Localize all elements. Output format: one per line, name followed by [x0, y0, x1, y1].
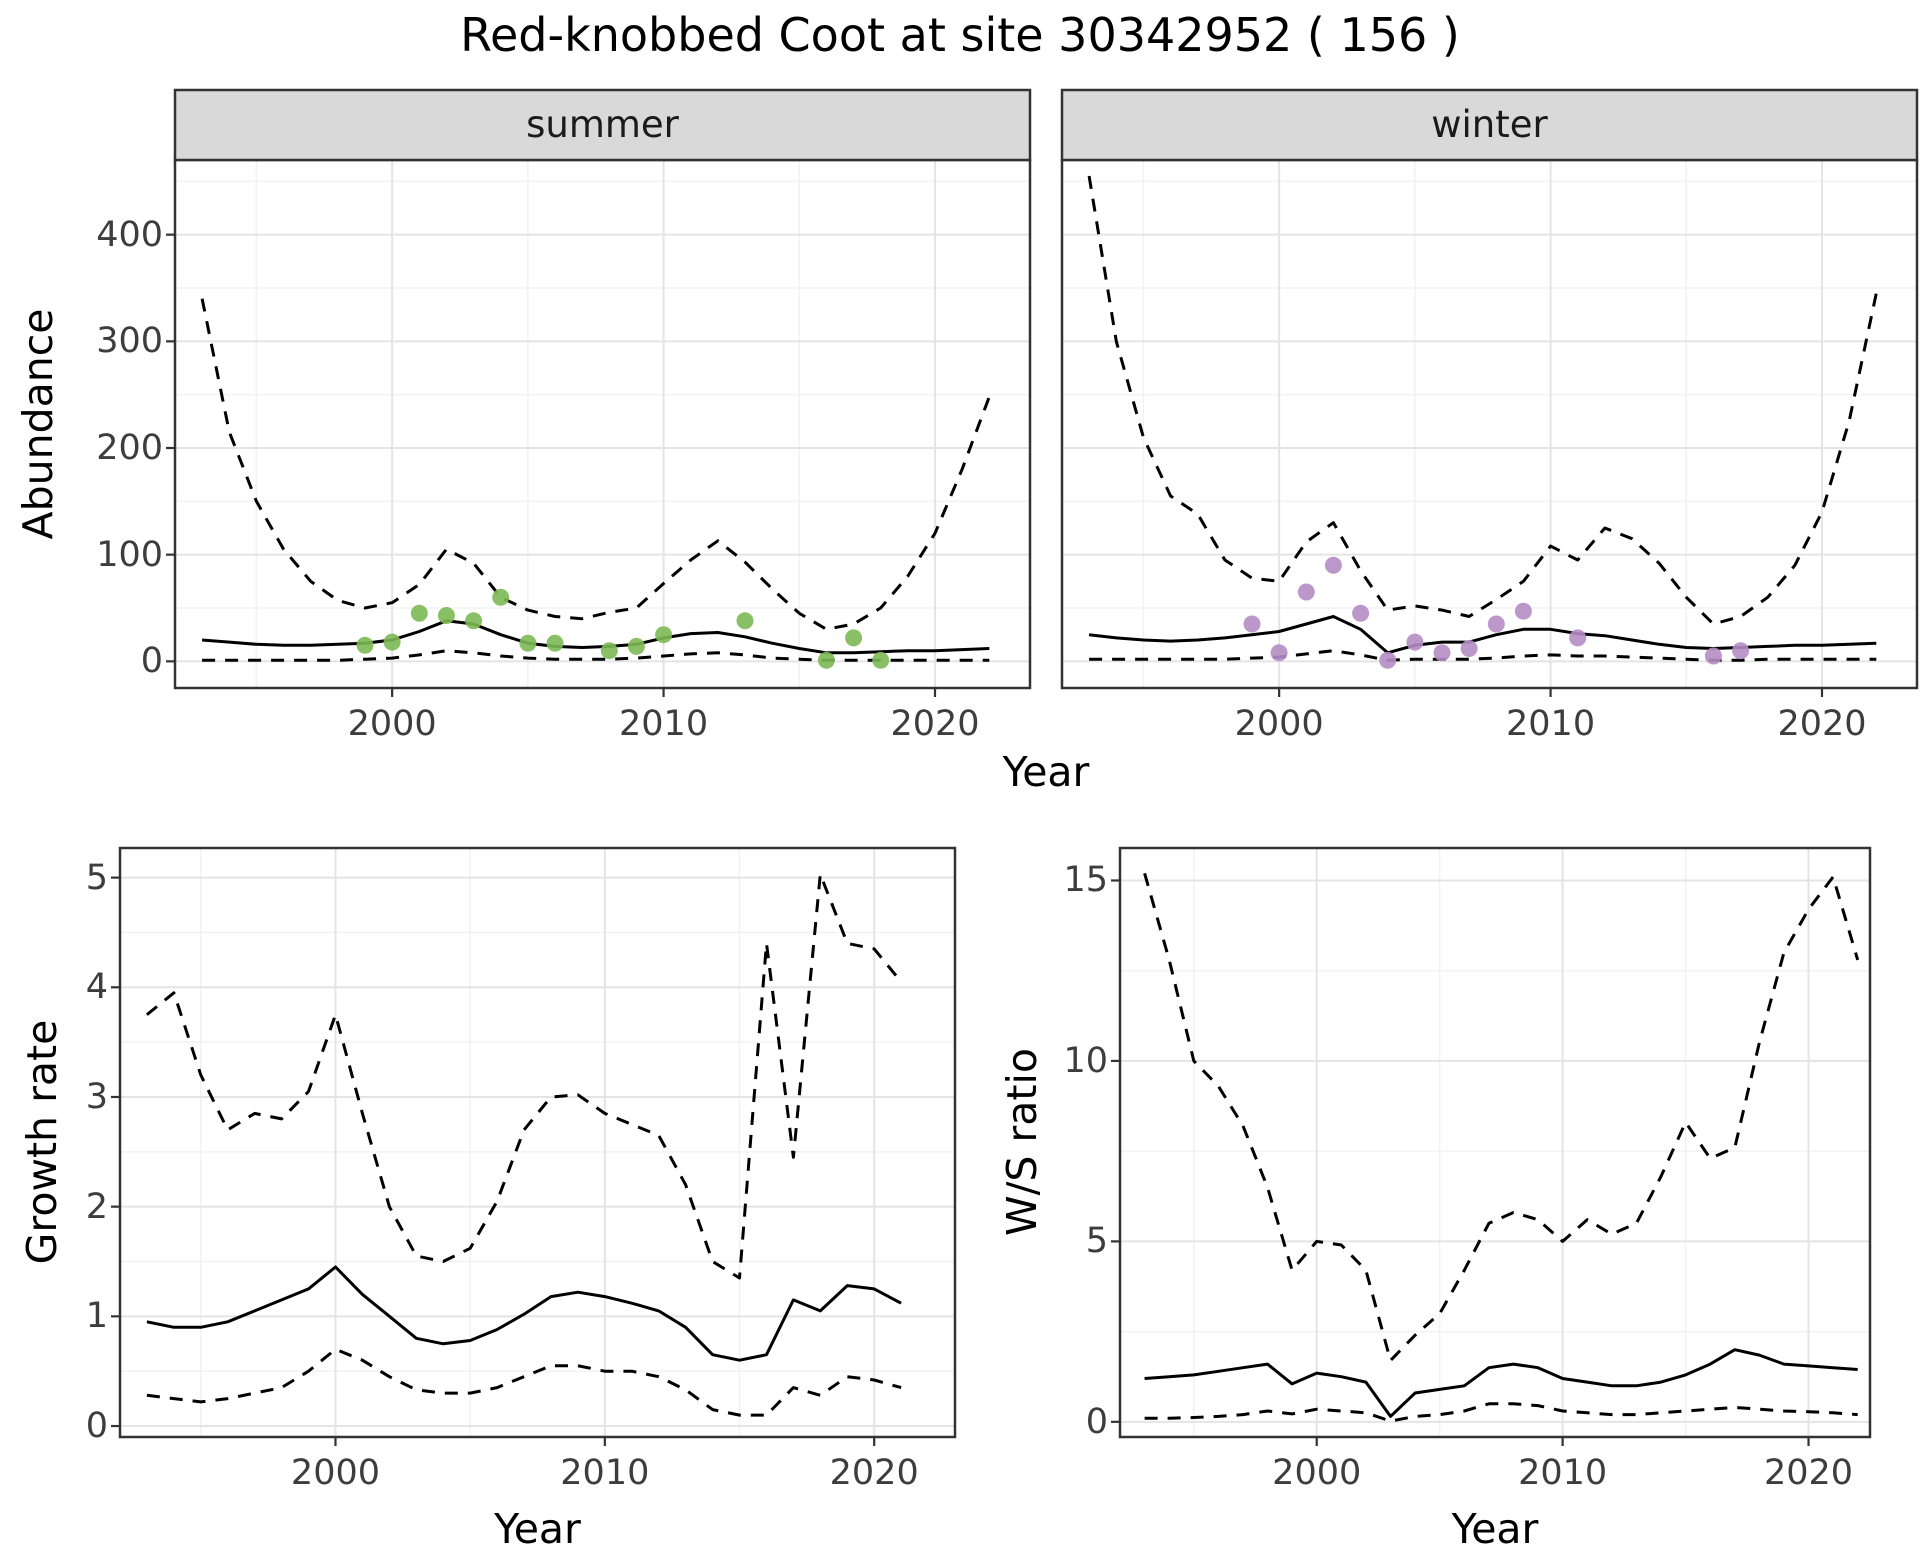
x-tick-label: 2020: [1777, 704, 1867, 744]
series-upper_ci: [1143, 872, 1860, 1362]
chart-title: Red-knobbed Coot at site 30342952 ( 156 …: [460, 8, 1460, 62]
data-point: [1704, 647, 1722, 665]
data-point: [1433, 644, 1451, 662]
series-mean: [1144, 1348, 1858, 1418]
data-point: [437, 607, 455, 624]
y-tick-label: 400: [96, 214, 163, 255]
data-point: [1460, 640, 1478, 657]
y-tick-label: 0: [85, 1406, 108, 1447]
data-point: [1324, 556, 1342, 574]
x-tick-label: 2020: [1763, 1453, 1854, 1493]
data-point: [546, 634, 564, 652]
x-axis-label-year-ratio: Year: [1451, 1505, 1539, 1553]
series-upper_ci: [1087, 175, 1878, 626]
series-mean: [201, 619, 990, 655]
x-tick-label: 2000: [290, 1453, 380, 1493]
series-upper_ci: [145, 872, 903, 1280]
y-tick-label: 100: [96, 534, 163, 575]
data-point: [492, 588, 510, 606]
y-tick-label: 5: [1085, 1221, 1108, 1262]
x-tick-label: 2010: [560, 1453, 650, 1493]
x-tick-label: 2000: [1234, 704, 1324, 744]
data-point: [383, 633, 401, 651]
data-point: [1270, 644, 1288, 662]
data-point: [1732, 642, 1750, 660]
y-tick-label: 3: [85, 1076, 108, 1117]
data-point: [465, 612, 483, 630]
series-upper_ci: [200, 298, 991, 631]
facet-strip-label-summer: summer: [526, 103, 679, 146]
data-point: [1379, 651, 1397, 669]
data-point: [1487, 615, 1505, 633]
data-point: [1406, 633, 1424, 651]
data-point: [1297, 583, 1315, 601]
y-tick-label: 200: [96, 428, 163, 468]
x-tick-label: 2000: [347, 704, 437, 744]
series-lower_ci: [1089, 649, 1877, 662]
data-point: [1569, 629, 1587, 647]
x-axis-label-year-top: Year: [1002, 748, 1090, 796]
y-tick-label: 4: [85, 967, 108, 1008]
data-point: [410, 604, 428, 622]
y-tick-label: 1: [85, 1296, 108, 1337]
series-lower_ci: [146, 1347, 902, 1417]
data-point: [736, 612, 754, 630]
x-tick-label: 2000: [1272, 1453, 1362, 1493]
data-point: [519, 634, 537, 652]
data-point: [655, 626, 673, 644]
data-point: [1514, 602, 1532, 620]
data-point: [845, 629, 863, 647]
x-tick-label: 2020: [890, 704, 980, 744]
y-tick-label: 0: [1085, 1401, 1108, 1442]
x-tick-label: 2010: [1506, 704, 1596, 744]
series-lower_ci: [1144, 1402, 1858, 1423]
data-point: [356, 636, 374, 654]
x-tick-label: 2020: [829, 1453, 919, 1493]
data-point: [872, 651, 890, 669]
y-tick-label: 5: [85, 857, 108, 898]
x-tick-label: 2010: [619, 704, 709, 744]
data-point: [627, 637, 645, 655]
series-mean: [146, 1265, 902, 1362]
x-axis-label-year-growth: Year: [494, 1505, 581, 1553]
data-point: [817, 651, 835, 669]
data-point: [1243, 615, 1261, 633]
y-tick-label: 300: [96, 321, 163, 362]
y-tick-label: 10: [1063, 1040, 1108, 1081]
data-point: [1352, 604, 1370, 622]
data-point: [600, 642, 618, 660]
x-tick-label: 2010: [1518, 1453, 1608, 1493]
facet-strip-label-winter: winter: [1431, 103, 1548, 146]
series-lower_ci: [202, 649, 990, 662]
y-tick-label: 0: [140, 641, 163, 682]
y-tick-label: 2: [85, 1186, 108, 1227]
y-tick-label: 15: [1063, 860, 1108, 901]
